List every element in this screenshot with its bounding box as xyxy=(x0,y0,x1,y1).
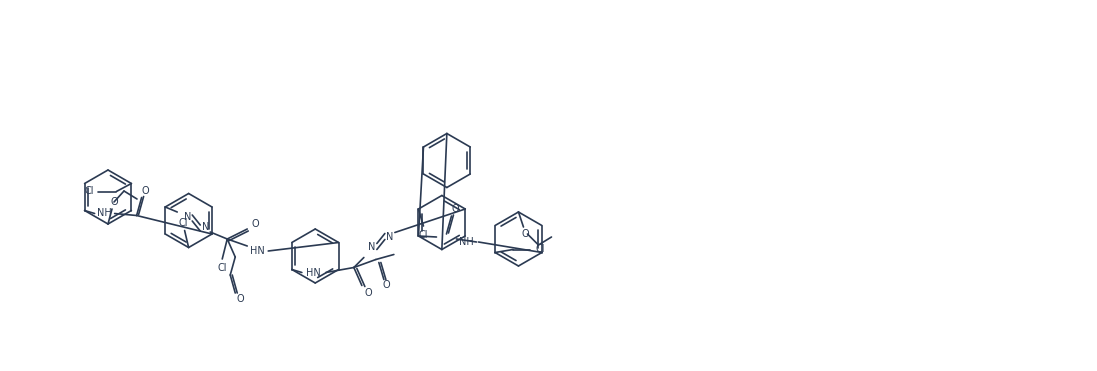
Text: N: N xyxy=(202,222,208,232)
Text: Cl: Cl xyxy=(179,217,189,227)
Text: O: O xyxy=(364,289,372,299)
Text: O: O xyxy=(452,204,460,214)
Text: Cl: Cl xyxy=(535,244,545,255)
Text: NH: NH xyxy=(98,209,112,219)
Text: N: N xyxy=(369,243,375,253)
Text: N: N xyxy=(386,233,394,243)
Text: HN: HN xyxy=(250,246,264,256)
Text: O: O xyxy=(382,279,389,289)
Text: N: N xyxy=(183,212,191,222)
Text: Cl: Cl xyxy=(217,263,227,273)
Text: O: O xyxy=(142,186,149,196)
Text: O: O xyxy=(251,219,259,229)
Text: Cl: Cl xyxy=(84,187,94,197)
Text: O: O xyxy=(237,294,244,304)
Text: Cl: Cl xyxy=(419,230,428,240)
Text: O: O xyxy=(522,229,529,239)
Text: NH: NH xyxy=(459,237,474,247)
Text: O: O xyxy=(110,197,117,207)
Text: HN: HN xyxy=(306,267,321,278)
